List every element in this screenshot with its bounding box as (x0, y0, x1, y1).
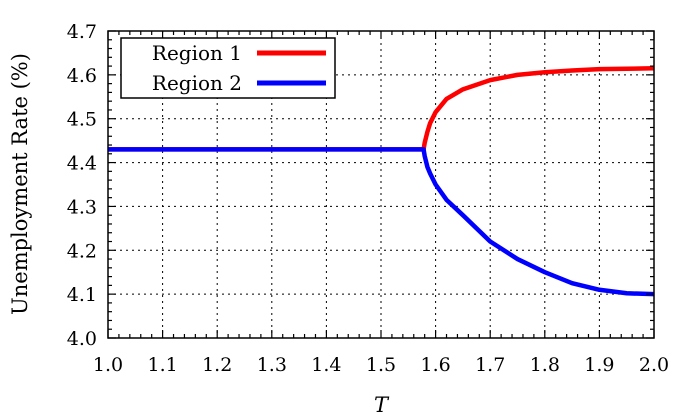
x-tick-label: 1.7 (475, 354, 505, 376)
y-tick-label: 4.3 (67, 196, 97, 218)
y-tick-label: 4.6 (67, 65, 97, 87)
x-tick-label: 1.8 (530, 354, 560, 376)
legend: Region 1 Region 2 (120, 37, 336, 99)
y-tick-label: 4.5 (67, 109, 97, 131)
series-lines (108, 66, 655, 297)
x-tick-label: 1.1 (147, 354, 177, 376)
x-tick-label: 1.5 (366, 354, 396, 376)
x-tick-labels: 1.0 1.1 1.2 1.3 1.4 1.5 1.6 1.7 1.8 1.9 2.0 (93, 354, 669, 376)
x-tick-label: 1.9 (584, 354, 614, 376)
legend-label-region-1: Region 1 (152, 41, 242, 65)
y-tick-label: 4.7 (67, 21, 97, 43)
legend-label-region-2: Region 2 (152, 71, 242, 95)
x-tick-label: 1.2 (202, 354, 232, 376)
y-tick-label: 4.0 (67, 328, 97, 350)
x-tick-label: 2.0 (639, 354, 669, 376)
legend-box (120, 37, 336, 99)
y-tick-label: 4.4 (67, 153, 97, 175)
y-axis-label: Unemployment Rate (%) (8, 53, 32, 315)
y-tick-label: 4.2 (67, 240, 97, 262)
y-tick-labels: 4.0 4.1 4.2 4.3 4.4 4.5 4.6 4.7 (67, 21, 97, 350)
x-tick-label: 1.6 (420, 354, 450, 376)
ticks (107, 30, 655, 339)
x-axis-label: T (374, 393, 390, 417)
series-line-region-2 (108, 147, 655, 297)
x-tick-label: 1.3 (257, 354, 287, 376)
x-tick-label: 1.0 (93, 354, 123, 376)
y-tick-label: 4.1 (67, 284, 97, 306)
x-tick-label: 1.4 (311, 354, 341, 376)
